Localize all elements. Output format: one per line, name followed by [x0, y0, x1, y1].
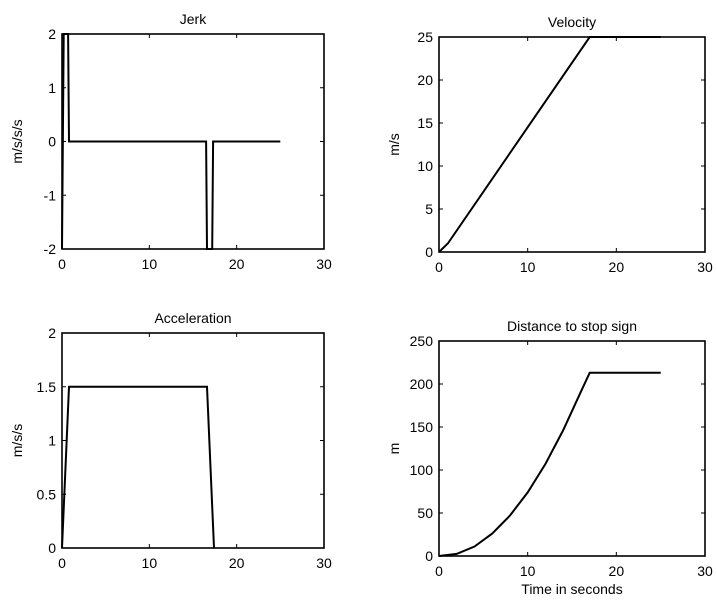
x-tick-label: 20	[609, 259, 625, 275]
y-axis-label: m	[386, 443, 402, 455]
x-tick-label: 0	[435, 259, 443, 275]
axes-frame	[438, 340, 706, 557]
y-tick-label: 100	[410, 462, 434, 478]
x-tick-label: 20	[609, 563, 625, 579]
y-tick-label: 25	[417, 29, 433, 45]
x-tick-label: 20	[229, 555, 245, 571]
chart-title: Distance to stop sign	[507, 318, 637, 334]
x-tick-label: 20	[229, 256, 245, 272]
y-tick-label: 1	[48, 433, 56, 449]
y-tick-label: 0	[48, 540, 56, 556]
x-tick-label: 30	[697, 259, 713, 275]
y-tick-label: -2	[44, 241, 57, 257]
chart-panel-acceleration: Acceleration m/s/s 0 10 20 30 0 0.5 1 1.5 2	[9, 310, 332, 571]
x-tick-label: 0	[58, 256, 66, 272]
x-tick-label: 0	[58, 555, 66, 571]
y-tick-label: 250	[410, 333, 434, 349]
axes-frame	[438, 36, 706, 253]
series-line-velocity	[438, 36, 661, 253]
y-tick-label: -1	[44, 187, 57, 203]
y-tick-label: 15	[417, 115, 433, 131]
y-tick-label: 2	[48, 26, 56, 42]
x-tick-label: 10	[520, 259, 536, 275]
x-axis-label: Time in seconds	[521, 581, 622, 597]
series-line-acceleration	[61, 385, 215, 549]
chart-panel-jerk: Jerk m/s/s/s 0 10 20 30 -2 -1 0 1 2	[9, 11, 332, 272]
y-axis-label: m/s/s/s	[9, 119, 25, 163]
y-tick-label: 200	[410, 376, 434, 392]
chart-panel-distance: Distance to stop sign m Time in seconds 0 10…	[386, 318, 713, 597]
y-tick-label: 10	[417, 158, 433, 174]
y-tick-label: 150	[410, 419, 434, 435]
y-tick-label: 0	[48, 134, 56, 150]
series-line-distance	[438, 371, 661, 557]
x-tick-label: 10	[142, 256, 158, 272]
y-tick-label: 0	[425, 548, 433, 564]
chart-title: Jerk	[180, 11, 207, 27]
y-tick-label: 50	[417, 505, 433, 521]
x-tick-label: 0	[435, 563, 443, 579]
chart-panel-velocity: Velocity m/s 0 10 20 30 0 5 10 15 20 25	[386, 14, 713, 275]
y-tick-label: 0.5	[37, 486, 57, 502]
x-tick-label: 10	[520, 563, 536, 579]
chart-title: Acceleration	[154, 310, 231, 326]
series-line-jerk	[61, 33, 281, 250]
y-axis-label: m/s/s	[9, 424, 25, 457]
y-tick-label: 0	[425, 244, 433, 260]
y-tick-label: 1.5	[37, 379, 57, 395]
y-tick-label: 20	[417, 72, 433, 88]
y-tick-label: 1	[48, 80, 56, 96]
y-tick-label: 5	[425, 201, 433, 217]
x-tick-label: 30	[697, 563, 713, 579]
x-tick-label: 30	[316, 256, 332, 272]
y-tick-label: 2	[48, 325, 56, 341]
chart-title: Velocity	[548, 14, 596, 30]
y-axis-label: m/s	[386, 133, 402, 156]
x-tick-label: 10	[142, 555, 158, 571]
axes-frame	[61, 332, 325, 549]
x-tick-label: 30	[316, 555, 332, 571]
